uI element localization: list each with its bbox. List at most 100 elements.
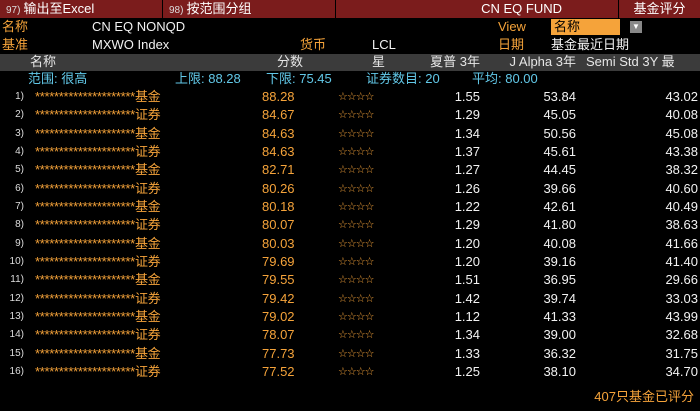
alpha: 39.66 [543,180,576,196]
value: LCL [372,37,396,52]
alpha: 53.84 [543,89,576,104]
semi-std: 45.08 [665,125,698,141]
view-dropdown[interactable]: 名称 [551,19,620,35]
sharpe: 1.34 [454,327,480,343]
semi-std: 41.40 [665,253,698,269]
column-header[interactable]: J Alpha 3年 [509,54,577,69]
alpha: 42.61 [543,198,576,214]
function-name: 基金评分 [633,1,686,16]
stars: ☆☆☆☆ [338,347,374,360]
score: 80.18 [262,198,295,214]
stars: ☆☆☆☆ [338,145,374,158]
stars: ☆☆☆☆ [338,310,374,323]
summary: 下限: 75.45 [266,71,332,86]
sharpe: 1.20 [454,253,480,269]
score: 77.73 [262,345,295,361]
semi-std: 38.63 [665,217,698,233]
row-number: 2) [15,109,24,121]
score: 79.02 [262,308,295,324]
sharpe: 1.51 [454,272,480,288]
summary: 范围: 很高 [28,71,88,86]
fund-name[interactable]: *********************证券 [35,363,161,379]
column-header[interactable]: 分数 [277,54,304,69]
sharpe: 1.29 [454,107,480,123]
fund-name[interactable]: *********************基金 [35,345,161,361]
row-number: 15) [9,347,24,359]
label: 货币 [300,37,327,52]
fund-name[interactable]: *********************基金 [35,272,161,288]
sharpe: 1.33 [454,345,480,361]
alpha: 41.80 [543,217,576,233]
fund-name[interactable]: *********************证券 [35,327,161,343]
fund-name[interactable]: *********************基金 [35,125,161,141]
fund-name[interactable]: *********************基金 [35,162,161,178]
value: 基金最近日期 [551,37,630,52]
value: MXWO Index [92,37,170,52]
fund-name[interactable]: *********************证券 [35,290,161,306]
semi-std: 40.08 [665,107,698,123]
fund-name[interactable]: *********************基金 [35,235,161,251]
column-header[interactable]: Semi Std 3Y 最 [586,54,675,69]
stars: ☆☆☆☆ [338,365,374,378]
row-number: 5) [15,164,24,176]
alpha: 39.74 [543,290,576,306]
row-number: 1) [15,91,24,102]
column-header[interactable]: 名称 [30,54,57,69]
fund-name[interactable]: *********************基金 [35,198,161,214]
row-number: 6) [15,182,24,194]
toolbar: 97) 输出至Excel 98) 按范围分组 CN EQ FUND 基金评分 [0,0,700,18]
dropdown-arrow[interactable]: ▼ [630,21,642,33]
score: 77.52 [262,363,295,379]
label: 名称 [2,19,29,34]
button-label: 输出至Excel [23,1,95,16]
semi-std: 40.49 [665,198,698,214]
semi-std: 40.60 [665,180,698,196]
label: 日期 [498,37,525,52]
sharpe: 1.25 [454,363,480,379]
stars: ☆☆☆☆ [338,255,374,268]
button-label: 按范围分组 [186,1,252,16]
label: 基准 [2,37,29,52]
fund-name[interactable]: *********************证券 [35,107,161,123]
stars: ☆☆☆☆ [338,237,374,250]
title-tab: CN EQ FUND [336,0,619,18]
sharpe: 1.34 [454,125,480,141]
score: 79.42 [262,290,295,306]
column-header[interactable]: 星 [372,54,386,69]
fund-name[interactable]: *********************证券 [35,143,161,159]
sharpe: 1.42 [454,290,480,306]
score: 79.55 [262,272,295,288]
alpha: 41.33 [543,308,576,324]
fund-name[interactable]: *********************证券 [35,253,161,269]
footer-status: 407只基金已评分 [594,389,694,404]
sharpe: 1.27 [454,162,480,178]
fund-name[interactable]: *********************证券 [35,217,161,233]
score: 80.26 [262,180,295,196]
row-number: 8) [15,219,24,231]
alpha: 36.95 [543,272,576,288]
screen-title: CN EQ FUND [481,1,562,16]
score: 88.28 [262,89,295,104]
column-header[interactable]: 夏普 3年 [430,54,480,69]
semi-std: 33.03 [665,290,698,306]
row-number: 13) [9,310,24,322]
sharpe: 1.55 [454,89,480,104]
score: 84.63 [262,143,295,159]
alpha: 45.05 [543,107,576,123]
group-button[interactable]: 98) 按范围分组 [163,0,336,18]
row-number: 14) [9,329,24,341]
alpha: 40.08 [543,235,576,251]
semi-std: 43.38 [665,143,698,159]
fund-name[interactable]: *********************证券 [35,180,161,196]
alpha: 39.16 [543,253,576,269]
sharpe: 1.12 [454,308,480,324]
stars: ☆☆☆☆ [338,274,374,287]
row-number: 4) [15,145,24,157]
semi-std: 43.99 [665,308,698,324]
row-number: 10) [9,255,24,267]
fund-name[interactable]: *********************基金 [35,308,161,324]
fund-name[interactable]: *********************基金 [35,89,161,104]
export-button[interactable]: 97) 输出至Excel [0,0,163,18]
label: View [498,19,526,34]
value: CN EQ NONQD [92,19,186,34]
